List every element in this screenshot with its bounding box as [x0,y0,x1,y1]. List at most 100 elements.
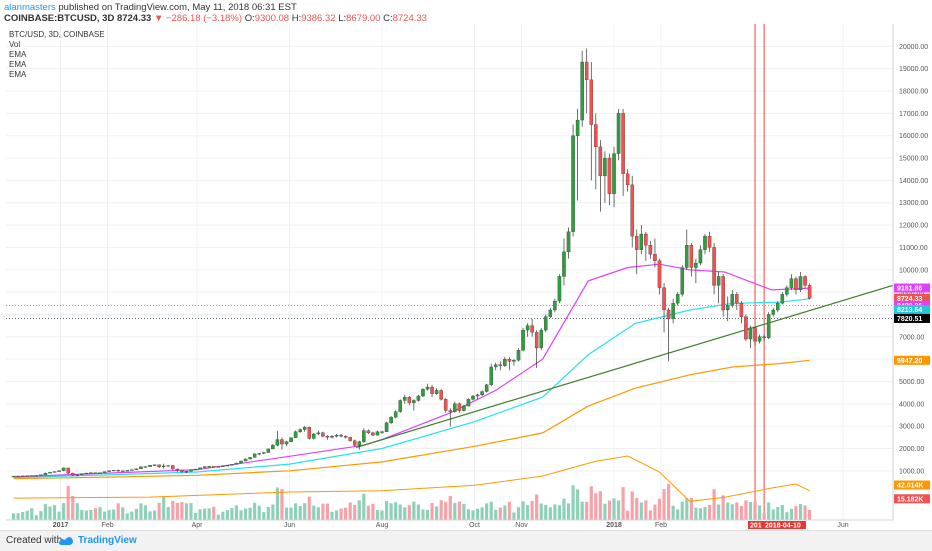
candle-body [662,287,666,311]
volume-bar [166,506,170,520]
volume-ema-line [13,455,810,502]
candle-body [448,410,453,412]
price-tick-label: 3000.00 [899,424,924,431]
last-price: 8724.33 [116,13,152,24]
volume-bar [339,508,343,520]
volume-bar [717,504,721,520]
volume-bar [471,510,475,520]
volume-bar [521,501,525,520]
candle-body [207,466,211,468]
candle-body [507,358,512,362]
price-tick-label: 14000.00 [899,178,928,185]
volume-bar [603,503,607,520]
volume-bar [630,491,634,520]
volume-bar [39,511,43,520]
candle-body [457,403,462,411]
candle-body [302,427,307,430]
candle-body [603,157,607,177]
time-highlight-date: 2018-04-10 [765,523,801,530]
candle-body [762,336,766,339]
volume-bar [34,515,38,520]
volume-bar [152,510,157,520]
volume-bar [635,497,639,520]
price-label-tag [894,355,930,365]
candle-body [484,384,489,392]
candle-body [785,287,789,295]
candle-body [330,436,334,438]
legend-entry: BTC/USD, 3D, COINBASE [9,30,105,39]
candle-body [653,253,657,261]
candle-body [70,472,75,476]
price-label-text: 5947.20 [897,358,922,365]
volume-bar [621,487,625,520]
volume-bar [762,513,766,520]
high-label: H: [291,13,302,24]
candle-body [271,445,275,450]
candle-body [384,422,389,432]
volume-bar [30,508,34,520]
candle-body [771,309,775,315]
volume-bar [52,505,57,520]
volume-bar [221,511,225,520]
price-label-tag [894,283,930,293]
candle-body [102,471,107,473]
candle-body [107,470,111,472]
author-link[interactable]: alanmasters [4,2,56,13]
price-label-text: 7820.51 [897,316,922,323]
candle-body [671,303,675,320]
volume-bar [398,504,402,520]
candle-body [725,305,730,311]
volume-bar [589,486,593,520]
candle-body [157,464,161,467]
volume-bar [425,509,430,520]
candle-body [57,470,61,472]
volume-bar [580,501,584,520]
open-value: 9300.08 [254,13,290,24]
candle-body [130,469,134,471]
candle-body [616,113,621,154]
volume-bar [439,500,443,520]
volume-bar [307,496,311,520]
volume-bar [253,502,257,520]
candle-body [443,399,448,411]
candle-body [566,231,571,253]
volume-bar [412,501,416,520]
candle-body [580,61,584,121]
candle-body [562,251,566,277]
time-tick-label: Feb [655,522,667,529]
volume-bar [644,500,648,520]
candle-body [584,61,589,81]
volume-bar [43,504,48,520]
volume-bar [562,498,566,520]
price-tick-label: 5000.00 [899,379,924,386]
volume-bar [139,503,143,520]
candle-body [312,433,316,439]
volume-bar [25,510,29,520]
high-value: 9386.32 [301,13,336,24]
candle-body [357,441,362,446]
price-chart[interactable]: 1000.002000.003000.004000.005000.006000.… [0,24,932,530]
price-label-tag [894,494,930,504]
volume-bar [653,504,657,520]
price-tick-label: 16000.00 [899,133,928,140]
legend-entry: EMA [9,60,27,69]
tradingview-brand[interactable]: TradingView [78,535,137,546]
volume-bar [203,508,207,520]
created-with-text: Created with [6,535,63,546]
candle-body [352,440,357,446]
volume-bar [62,503,66,520]
price-label-text: 8213.54 [897,307,922,314]
candle-body [748,327,753,340]
price-tick-label: 15000.00 [899,156,928,163]
volume-bar [808,509,812,520]
volume-bar [384,501,389,520]
candle-body [193,468,198,471]
volume-bar [48,506,52,520]
candle-body [325,436,330,438]
volume-bar [680,501,684,520]
candle-body [239,460,243,464]
volume-bar [280,489,284,520]
volume-bar [112,509,116,520]
volume-bar [362,493,366,520]
candle-body [366,430,371,434]
